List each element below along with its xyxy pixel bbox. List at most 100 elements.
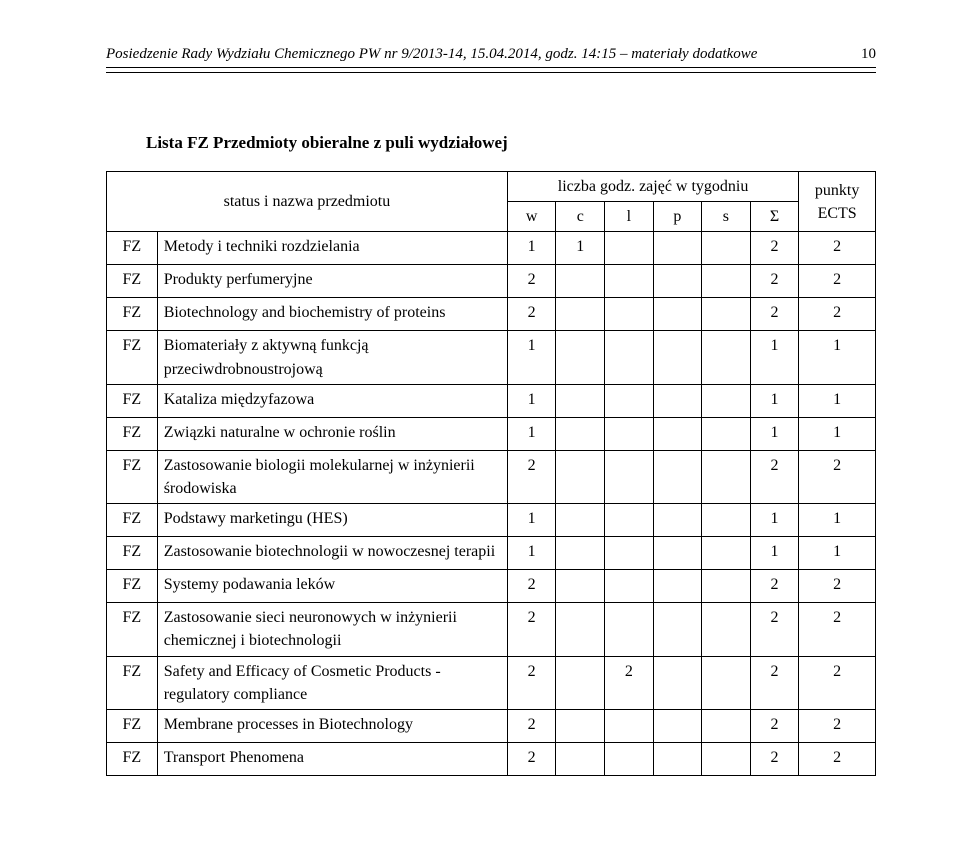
cell-name: Membrane processes in Biotechnology	[157, 709, 507, 742]
cell-l	[605, 504, 654, 537]
cell-s	[702, 570, 751, 603]
cell-code: FZ	[107, 298, 158, 331]
cell-s	[702, 298, 751, 331]
cell-s	[702, 331, 751, 384]
table-row: FZBiotechnology and biochemistry of prot…	[107, 298, 876, 331]
col-hours: liczba godz. zajęć w tygodniu	[507, 172, 798, 202]
table-row: FZZastosowanie biologii molekularnej w i…	[107, 450, 876, 503]
cell-sum: 2	[750, 570, 799, 603]
cell-l	[605, 232, 654, 265]
cell-s	[702, 417, 751, 450]
cell-sum: 1	[750, 504, 799, 537]
cell-code: FZ	[107, 570, 158, 603]
cell-c	[556, 450, 605, 503]
cell-p	[653, 504, 702, 537]
cell-sum: 2	[750, 742, 799, 775]
cell-ects: 2	[799, 450, 876, 503]
cell-code: FZ	[107, 331, 158, 384]
col-l: l	[605, 202, 654, 232]
cell-c	[556, 709, 605, 742]
cell-sum: 1	[750, 417, 799, 450]
cell-w: 2	[507, 450, 556, 503]
cell-ects: 2	[799, 570, 876, 603]
table-row: FZBiomateriały z aktywną funkcją przeciw…	[107, 331, 876, 384]
cell-w: 2	[507, 265, 556, 298]
cell-c	[556, 265, 605, 298]
cell-w: 1	[507, 417, 556, 450]
cell-sum: 2	[750, 656, 799, 709]
cell-p	[653, 656, 702, 709]
cell-name: Produkty perfumeryjne	[157, 265, 507, 298]
cell-l	[605, 384, 654, 417]
page-number: 10	[861, 46, 876, 63]
cell-code: FZ	[107, 450, 158, 503]
cell-ects: 1	[799, 331, 876, 384]
table-row: FZMembrane processes in Biotechnology222	[107, 709, 876, 742]
table-body: FZMetody i techniki rozdzielania1122FZPr…	[107, 232, 876, 776]
cell-s	[702, 384, 751, 417]
cell-name: Transport Phenomena	[157, 742, 507, 775]
cell-sum: 1	[750, 384, 799, 417]
cell-c: 1	[556, 232, 605, 265]
col-status-name: status i nazwa przedmiotu	[107, 172, 508, 232]
cell-name: Podstawy marketingu (HES)	[157, 504, 507, 537]
cell-name: Kataliza międzyfazowa	[157, 384, 507, 417]
table-row: FZSafety and Efficacy of Cosmetic Produc…	[107, 656, 876, 709]
cell-name: Związki naturalne w ochronie roślin	[157, 417, 507, 450]
cell-ects: 1	[799, 537, 876, 570]
cell-code: FZ	[107, 742, 158, 775]
cell-sum: 2	[750, 232, 799, 265]
cell-sum: 2	[750, 265, 799, 298]
table-row: FZZwiązki naturalne w ochronie roślin111	[107, 417, 876, 450]
cell-ects: 2	[799, 232, 876, 265]
cell-ects: 2	[799, 742, 876, 775]
table-row: FZProdukty perfumeryjne222	[107, 265, 876, 298]
cell-name: Metody i techniki rozdzielania	[157, 232, 507, 265]
cell-w: 2	[507, 570, 556, 603]
cell-p	[653, 384, 702, 417]
cell-s	[702, 742, 751, 775]
cell-w: 2	[507, 742, 556, 775]
courses-table: status i nazwa przedmiotu liczba godz. z…	[106, 171, 876, 776]
cell-p	[653, 603, 702, 656]
cell-c	[556, 504, 605, 537]
cell-ects: 1	[799, 504, 876, 537]
cell-w: 2	[507, 603, 556, 656]
cell-l	[605, 450, 654, 503]
cell-ects: 2	[799, 656, 876, 709]
cell-w: 2	[507, 298, 556, 331]
cell-name: Zastosowanie sieci neuronowych w inżynie…	[157, 603, 507, 656]
page-header: Posiedzenie Rady Wydziału Chemicznego PW…	[106, 46, 876, 68]
cell-ects: 2	[799, 603, 876, 656]
table-row: FZ Transport Phenomena222	[107, 742, 876, 775]
cell-code: FZ	[107, 265, 158, 298]
col-w: w	[507, 202, 556, 232]
cell-l	[605, 603, 654, 656]
col-sum: Σ	[750, 202, 799, 232]
cell-s	[702, 603, 751, 656]
cell-code: FZ	[107, 504, 158, 537]
cell-sum: 2	[750, 603, 799, 656]
cell-c	[556, 656, 605, 709]
col-s: s	[702, 202, 751, 232]
cell-l	[605, 742, 654, 775]
cell-l	[605, 709, 654, 742]
cell-p	[653, 450, 702, 503]
cell-code: FZ	[107, 709, 158, 742]
cell-code: FZ	[107, 232, 158, 265]
cell-p	[653, 298, 702, 331]
header-text: Posiedzenie Rady Wydziału Chemicznego PW…	[106, 46, 757, 63]
cell-l	[605, 265, 654, 298]
table-row: FZSystemy podawania leków222	[107, 570, 876, 603]
cell-p	[653, 265, 702, 298]
cell-ects: 2	[799, 298, 876, 331]
cell-c	[556, 570, 605, 603]
cell-c	[556, 603, 605, 656]
cell-name: Zastosowanie biotechnologii w nowoczesne…	[157, 537, 507, 570]
table-row: FZZastosowanie biotechnologii w nowoczes…	[107, 537, 876, 570]
cell-sum: 1	[750, 537, 799, 570]
table-row: FZZastosowanie sieci neuronowych w inżyn…	[107, 603, 876, 656]
cell-code: FZ	[107, 417, 158, 450]
cell-ects: 2	[799, 265, 876, 298]
cell-code: FZ	[107, 656, 158, 709]
